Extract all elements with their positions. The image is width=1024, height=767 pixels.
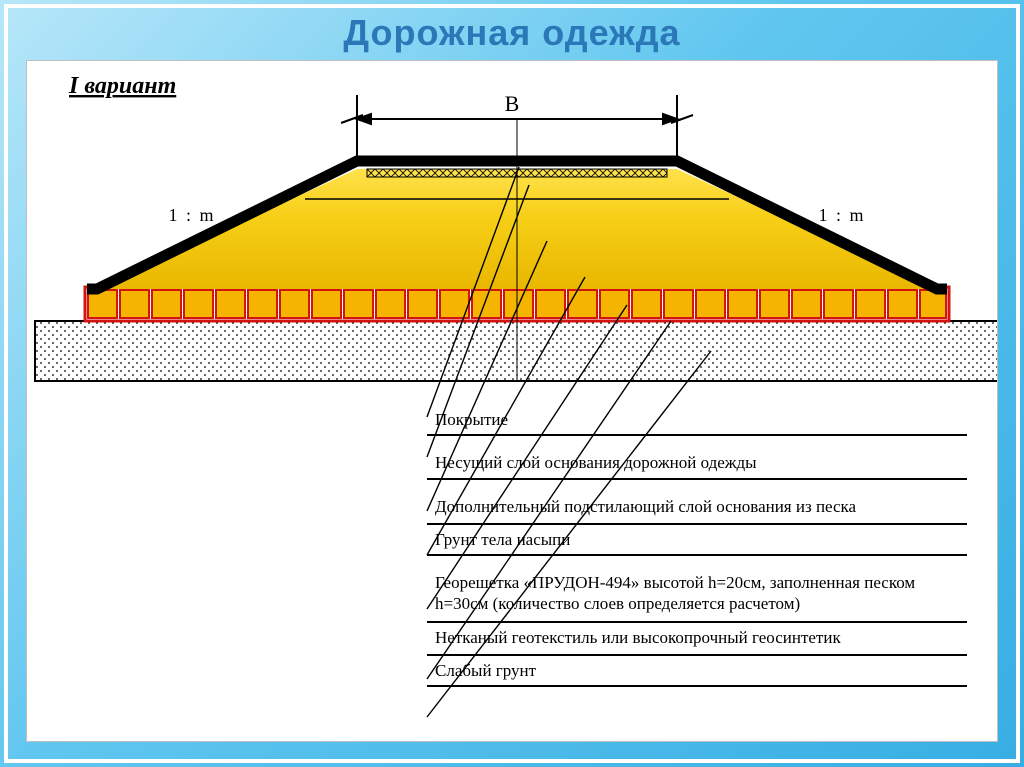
slope-label-right: 1 : m: [818, 205, 865, 225]
page-background: Дорожная одежда: [0, 0, 1024, 767]
legend-row: Покрытие: [427, 405, 967, 436]
diagram-panel: В 1 : m 1 : m I вариант Покрытие: [26, 60, 998, 742]
page-title: Дорожная одежда: [6, 12, 1018, 54]
cross-section-svg: В 1 : m 1 : m I вариант: [27, 61, 998, 401]
slope-label-left: 1 : m: [168, 205, 215, 225]
legend-table: Покрытие Несущий слой основания дорожной…: [427, 405, 967, 687]
legend-row: Грунт тела насыпи: [427, 525, 967, 556]
legend-row: Несущий слой основания дорожной одежды: [427, 448, 967, 479]
legend-row: Нетканый геотекстиль или высокопрочный г…: [427, 623, 967, 656]
dimension-label-B: В: [505, 91, 520, 116]
legend-row: Слабый грунт: [427, 656, 967, 687]
legend-row: Георешетка «ПРУДОН-494» высотой h=20см, …: [427, 568, 967, 623]
variant-label: I вариант: [68, 73, 176, 99]
legend-row: Дополнительный подстилающий слой основан…: [427, 492, 967, 525]
